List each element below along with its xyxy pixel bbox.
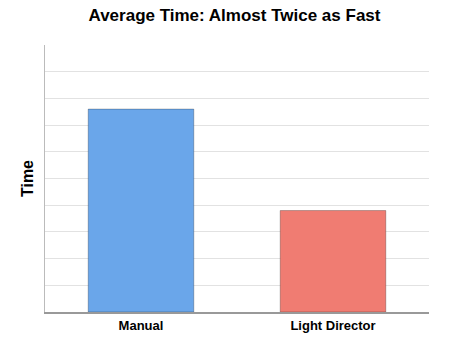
svg-text:Average Time: Almost Twice as: Average Time: Almost Twice as Fast bbox=[89, 6, 381, 25]
svg-text:Manual: Manual bbox=[119, 318, 164, 333]
svg-text:Time: Time bbox=[19, 160, 36, 197]
svg-text:Light Director: Light Director bbox=[290, 318, 375, 333]
